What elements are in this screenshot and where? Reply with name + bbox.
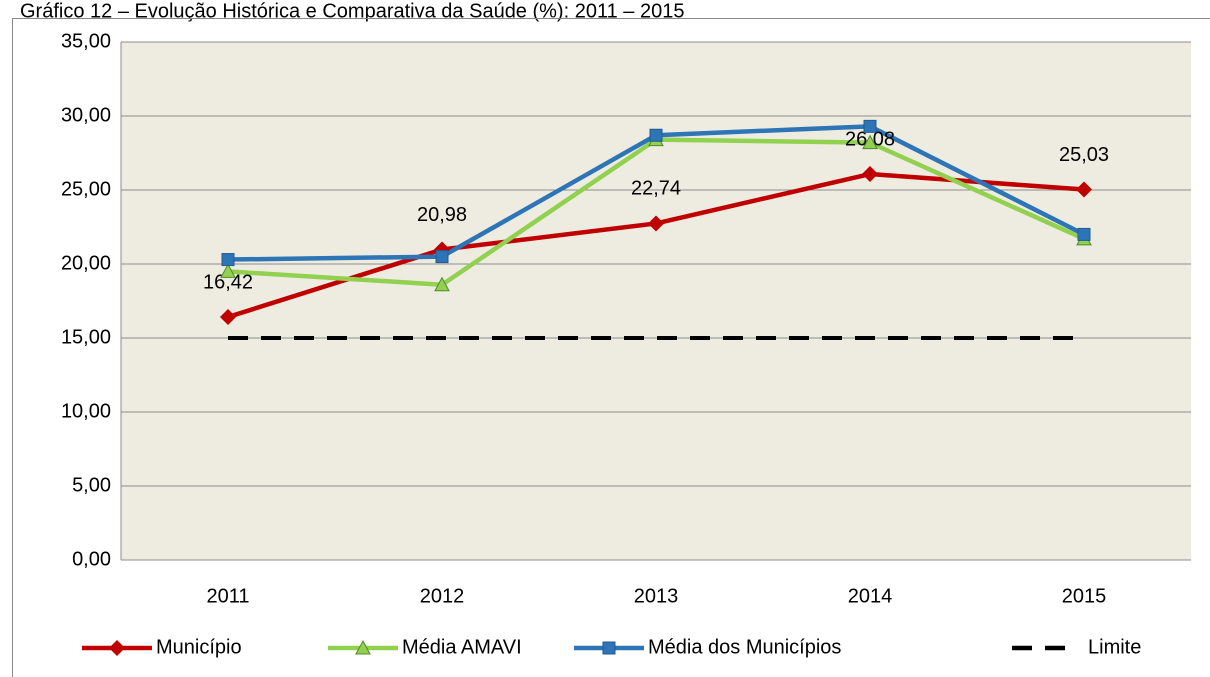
legend-label: Limite (1088, 636, 1141, 658)
point (355, 639, 371, 655)
y-tick-label: 5,00 (72, 474, 111, 496)
y-tick-label: 20,00 (61, 252, 111, 274)
point (1076, 181, 1092, 198)
point (220, 308, 236, 325)
data-label: 25,03 (1059, 144, 1109, 166)
data-label: 22,74 (631, 178, 681, 200)
point (863, 119, 877, 133)
point (602, 641, 616, 655)
point (434, 276, 450, 292)
point (220, 263, 236, 278)
x-tick-label: 2011 (206, 585, 249, 607)
y-tick-label: 25,00 (61, 178, 111, 200)
point (109, 640, 125, 656)
chart-border (12, 18, 1210, 677)
legend-label: Município (156, 636, 242, 658)
point (862, 166, 878, 183)
plot-area (121, 42, 1191, 560)
point (649, 128, 663, 142)
x-tick-label: 2014 (848, 585, 893, 607)
point (221, 253, 235, 267)
x-tick-label: 2015 (1062, 585, 1107, 607)
y-tick-label: 35,00 (61, 30, 111, 52)
y-tick-label: 30,00 (61, 104, 111, 126)
data-label: 16,42 (203, 271, 253, 293)
point (1077, 227, 1091, 241)
legend-label: Média dos Municípios (648, 636, 841, 658)
y-tick-label: 10,00 (61, 400, 111, 422)
y-tick-label: 0,00 (72, 548, 111, 570)
x-tick-label: 2012 (420, 585, 465, 607)
point (435, 250, 449, 264)
x-tick-label: 2013 (634, 585, 679, 607)
legend-label: Média AMAVI (402, 636, 522, 658)
chart-title: Gráfico 12 – Evolução Histórica e Compar… (20, 0, 684, 22)
point (648, 215, 664, 232)
y-tick-label: 15,00 (61, 326, 111, 348)
point (862, 134, 878, 150)
data-label: 20,98 (417, 204, 467, 226)
